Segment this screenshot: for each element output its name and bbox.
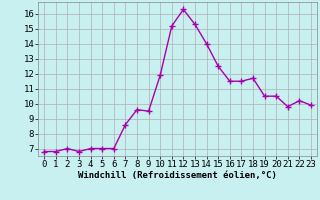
X-axis label: Windchill (Refroidissement éolien,°C): Windchill (Refroidissement éolien,°C)	[78, 171, 277, 180]
